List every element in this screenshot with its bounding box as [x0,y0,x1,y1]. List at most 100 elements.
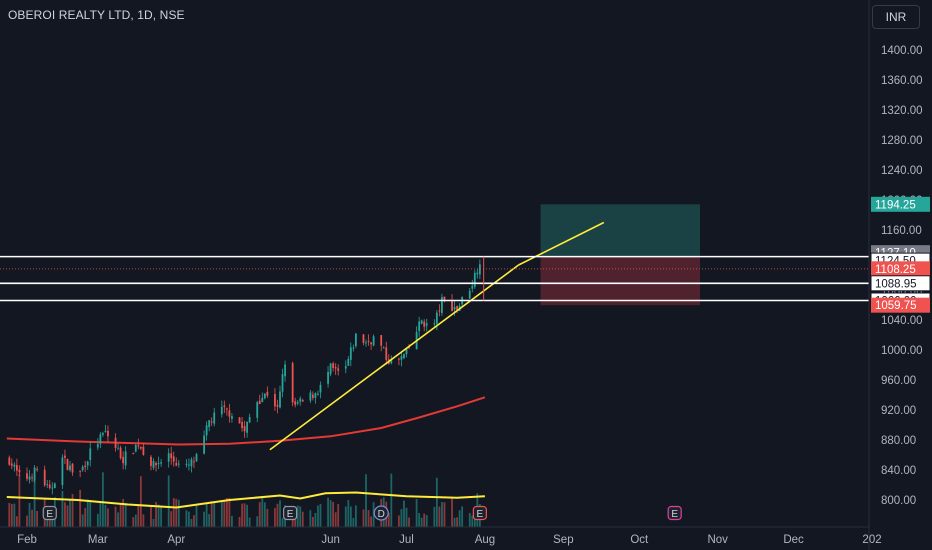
candle [370,342,372,345]
volume-bar [334,512,337,527]
candle [117,448,119,450]
volume-bar [175,498,178,527]
volume-bar [51,516,54,527]
event-marker-label: E [671,509,678,520]
price-label: 1194.25 [875,199,916,211]
event-marker-label: E [287,509,294,520]
volume-bar [372,502,375,527]
candle [349,347,352,360]
event-marker[interactable]: E [472,505,487,521]
volume-bar [274,508,276,527]
candle [314,393,317,399]
volume-bar [86,499,89,527]
candle [132,453,135,455]
candle [418,321,421,332]
volume-bar [458,510,461,527]
candle [334,367,337,369]
candle [296,402,299,404]
volume-bar [107,508,109,527]
event-marker-label: E [46,509,53,520]
candle [337,368,340,371]
volume-bar [261,497,264,527]
volume-bar [327,497,329,527]
candle [478,264,481,275]
time-tick-label: Jun [321,534,340,546]
volume-bar [415,498,418,527]
volume-bar [344,506,347,527]
candle [294,401,297,405]
candle [228,410,231,417]
candle [66,458,69,471]
volume-bar [367,510,370,527]
candle [365,342,367,344]
candle [51,487,54,489]
price-tick-label: 1320.00 [881,105,923,117]
volume-bar [223,500,226,527]
candle [64,455,66,458]
volume-bar [408,517,410,527]
volume-bar [400,509,403,527]
volume-bar [349,506,352,527]
candle [31,477,33,479]
volume-bar [231,515,233,527]
volume-bar [81,514,84,527]
candle [276,404,279,407]
candle [188,464,190,466]
candle [157,463,160,465]
candle [220,406,223,415]
time-tick-label: Feb [17,534,37,546]
volume-bar [190,518,193,527]
candle [344,366,347,369]
currency-selector[interactable]: INR [872,5,920,29]
candle [203,435,205,454]
candle [327,372,329,384]
event-marker[interactable]: E [667,505,682,521]
price-tick-label: 840.00 [881,465,916,477]
candle [71,463,74,473]
volume-bar [13,503,16,527]
candle [279,391,281,408]
candle [46,484,49,486]
candles [8,259,481,495]
volume-bar [102,472,104,527]
sma-short-line [6,491,485,509]
event-marker-label: D [378,509,385,520]
candle [175,462,178,466]
volume-bar [238,516,241,527]
volume-bar [332,501,335,527]
volume-bar [390,473,393,527]
volume-bar [347,500,350,527]
candle [134,445,137,452]
volume-bar [337,504,340,527]
volume-bar [418,512,421,527]
volume-bar [319,503,322,527]
price-label: 1059.75 [875,300,917,312]
time-tick-label: Oct [630,534,649,546]
candle [223,405,226,407]
volume-bar [456,517,458,527]
event-marker[interactable]: D [373,505,389,521]
price-tick-label: 1280.00 [881,135,923,147]
price-tick-label: 800.00 [881,495,916,507]
candle [210,421,213,423]
candle [36,469,39,471]
candle [107,430,109,437]
candle [43,469,46,486]
event-marker[interactable]: E [42,505,57,521]
volume-bar [142,514,145,527]
candle [193,461,195,463]
volume-bar [398,515,400,527]
volume-bar [170,511,173,527]
volume-bar [263,502,266,527]
volume-bar [134,514,137,527]
candle [367,340,370,342]
candle [274,394,276,407]
candle [28,476,31,480]
event-marker[interactable]: E [283,505,298,521]
candle [150,456,152,466]
candle [405,348,408,355]
projected-trendline [518,221,605,266]
price-label: 1108.25 [875,264,916,276]
